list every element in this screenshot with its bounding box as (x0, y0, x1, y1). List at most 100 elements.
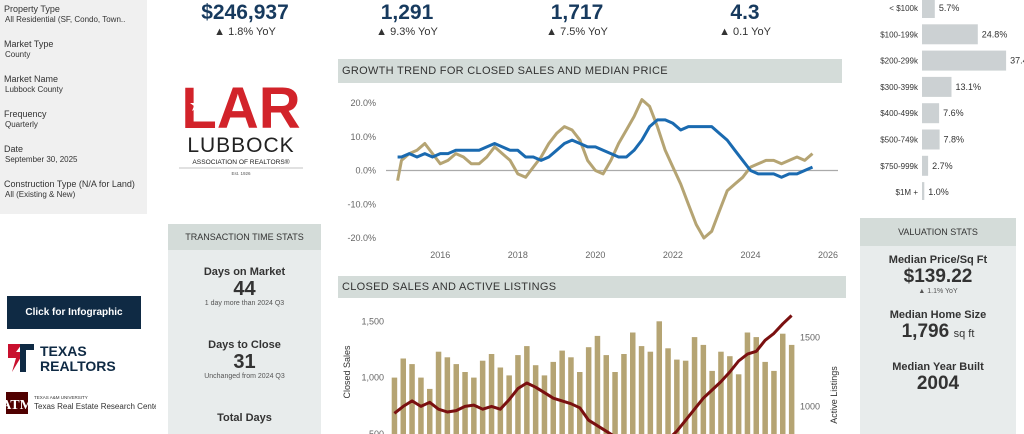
logo-sub: ASSOCIATION OF REALTORS® (192, 158, 289, 166)
tamu-icon (6, 392, 28, 414)
closed-sales-bar (727, 356, 733, 434)
stat-value: 2004 (916, 373, 960, 394)
tr-mark-icon (8, 344, 24, 372)
closed-sales-bar (577, 372, 583, 434)
stat-note: 1 day more than 2024 Q3 (204, 300, 285, 307)
stat-title: Days to Close (208, 339, 281, 351)
y-tick-label: 10.0% (350, 132, 376, 142)
price-range-bar (922, 155, 929, 176)
price-range-bar (922, 182, 925, 200)
closed-sales-header: CLOSED SALES AND ACTIVE LISTINGS (338, 276, 846, 298)
kpi-yoy: ▲ 1.8% YoY (214, 26, 276, 38)
price-range-bar (922, 50, 1007, 71)
kpi-value: $246,937 (201, 1, 289, 24)
price-range-bar (922, 0, 935, 18)
stat-note: Unchanged from 2024 Q3 (204, 373, 285, 380)
y-tick-label: -10.0% (347, 199, 376, 209)
kpi-yoy: ▲ 9.3% YoY (376, 26, 438, 38)
infographic-button[interactable]: Click for Infographic (7, 296, 141, 329)
filter-value[interactable]: Lubbock County (5, 85, 63, 94)
kpi-closed-sales: 1,291 ▲ 9.3% YoY (342, 0, 472, 39)
price-range-pct: 13.1% (955, 82, 981, 92)
closed-sales-bar (656, 321, 662, 434)
filter-value[interactable]: County (5, 50, 31, 59)
closed-sales-bar (559, 350, 565, 434)
kpi-median-price: $246,937 ▲ 1.8% YoY (180, 0, 310, 39)
valuation-stats-panel: VALUATION STATS Median Price/Sq Ft $139.… (860, 218, 1016, 434)
filter-value[interactable]: All (Existing & New) (5, 190, 76, 199)
filter-label: Construction Type (N/A for Land) (4, 179, 135, 189)
kpi-months-inventory: 4.3 ▲ 0.1 YoY (680, 0, 810, 39)
filter-group[interactable]: Construction Type (N/A for Land) All (Exi… (4, 179, 143, 200)
closed-sales-bar (488, 354, 495, 434)
price-range-label: $100-199k (880, 30, 919, 39)
transaction-stats-header: TRANSACTION TIME STATS (168, 224, 321, 250)
closed-sales-bar (506, 375, 512, 434)
lubbock-association-logo: LAR LUBBOCK ASSOCIATION OF REALTORS® Est… (175, 80, 307, 176)
price-range-label: < $100k (889, 4, 919, 13)
closed-sales-bar (762, 361, 768, 434)
closed-sales-bar (409, 364, 415, 434)
closed-sales-bar (594, 335, 601, 434)
y2-tick-label: 1000 (800, 401, 820, 411)
stat-unit: sq ft (953, 328, 975, 340)
texas-star-icon (190, 98, 204, 111)
price-range-label: $1M + (896, 188, 919, 197)
stat-title: Median Home Size (889, 309, 987, 321)
kpi-value: 1,291 (380, 1, 434, 24)
stat-title: Median Year Built (892, 361, 984, 373)
texas-realtors-line1: TEXAS (40, 343, 87, 359)
kpi-value: 1,717 (550, 1, 604, 24)
active-listings-line (393, 314, 793, 434)
filter-panel: Property Type All Residential (SF, Condo,… (0, 0, 147, 214)
price-range-label: $300-399k (880, 83, 919, 92)
filter-group[interactable]: Market Type County (4, 39, 143, 60)
filter-group[interactable]: Market Name Lubbock County (4, 74, 143, 95)
x-tick-label: 2020 (585, 250, 605, 260)
closed-sales-bar (391, 377, 398, 434)
closed-sales-bar (788, 344, 795, 434)
median-price-sqft: Median Price/Sq Ft $139.22 ▲ 1.1% YoY (860, 254, 1016, 295)
filter-label: Date (4, 144, 24, 154)
y-tick-label: 1,500 (361, 316, 384, 326)
closed-sales-bar (515, 355, 521, 434)
closed-sales-bar (435, 351, 442, 434)
closed-sales-bar (638, 346, 645, 434)
closed-sales-bar (691, 337, 698, 434)
stat-title: Median Price/Sq Ft (888, 254, 988, 266)
closed-sales-bar (453, 364, 459, 434)
price-range-label: $500-749k (880, 136, 919, 145)
days-on-market: Days on Market 44 1 day more than 2024 Q… (168, 266, 321, 307)
filter-group[interactable]: Property Type All Residential (SF, Condo,… (4, 4, 143, 25)
texas-realtors-line2: REALTORS (40, 358, 116, 374)
filter-group[interactable]: Frequency Quarterly (4, 109, 143, 130)
filter-value[interactable]: All Residential (SF, Condo, Town.. (5, 15, 126, 24)
texas-realtors-logo[interactable]: TEXAS REALTORS (6, 340, 136, 376)
stat-title: Total Days (217, 412, 272, 424)
price-range-pct: 37.4% (1010, 56, 1024, 66)
closed-sales-bar (780, 333, 786, 434)
closed-sales-bar (771, 370, 777, 434)
closed-sales-bar (630, 332, 636, 434)
stat-value: 44 (233, 278, 256, 300)
filter-group[interactable]: Date September 30, 2025 (4, 144, 143, 165)
transaction-stats-panel: TRANSACTION TIME STATS Days on Market 44… (168, 224, 321, 434)
filter-value[interactable]: September 30, 2025 (5, 155, 78, 164)
stat-value: 1,796 (901, 321, 950, 342)
stat-value: 31 (233, 351, 256, 373)
closed-sales-bar (744, 332, 751, 434)
price-range-pct: 24.8% (982, 29, 1008, 39)
closed-sales-bar (532, 365, 539, 434)
median-home-size: Median Home Size 1,796 sq ft (860, 309, 1016, 343)
logo-est: Est. 1926 (231, 171, 251, 176)
price-range-bar (922, 24, 978, 45)
price-range-pct: 2.7% (932, 161, 953, 171)
closed-sales-bar (735, 374, 742, 434)
filter-value[interactable]: Quarterly (5, 120, 38, 129)
tamu-line1: TEXAS A&M UNIVERSITY (34, 395, 88, 400)
price-range-label: $400-499k (880, 109, 919, 118)
price-range-pct: 1.0% (928, 187, 949, 197)
tamu-research-logo[interactable]: ATM TEXAS A&M UNIVERSITY Texas Real Esta… (6, 390, 156, 416)
price-range-pct: 5.7% (939, 3, 960, 13)
price-range-bar (922, 129, 940, 150)
